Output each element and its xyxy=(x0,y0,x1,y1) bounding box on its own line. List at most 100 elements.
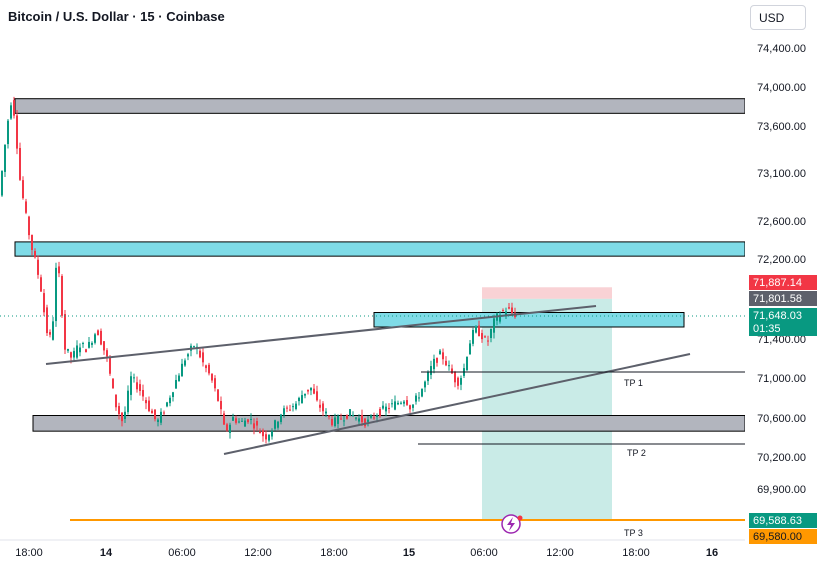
candle xyxy=(16,109,18,155)
candle xyxy=(262,428,264,442)
candle xyxy=(460,375,462,391)
candle-body xyxy=(130,376,132,395)
candle-body xyxy=(424,381,426,388)
candle-body xyxy=(343,420,345,422)
candle-body xyxy=(103,341,105,351)
candle xyxy=(490,328,492,343)
price-label-value: 69,580.00 xyxy=(753,531,802,543)
candle-body xyxy=(64,314,66,350)
candle xyxy=(109,355,111,376)
candle-body xyxy=(250,418,252,420)
candle-body xyxy=(475,326,477,333)
candle xyxy=(178,373,180,382)
candle-body xyxy=(151,410,153,414)
candle-body xyxy=(277,421,279,428)
candle xyxy=(190,343,192,357)
candle xyxy=(187,352,189,361)
candle xyxy=(253,418,255,435)
candle xyxy=(358,414,360,426)
candle-body xyxy=(199,350,201,358)
price-label-value: 69,588.63 xyxy=(753,515,802,527)
candle xyxy=(22,176,24,200)
candle-body xyxy=(172,392,174,398)
candle-body xyxy=(232,416,234,421)
price-tick-label: 74,400.00 xyxy=(757,43,806,55)
candle xyxy=(487,335,489,346)
price-tick-label: 70,200.00 xyxy=(757,452,806,464)
time-axis: 18:00 14 06:00 12:00 18:00 15 06:00 12:00 18:00 1… xyxy=(0,539,745,559)
candle xyxy=(25,198,27,215)
reward-box xyxy=(482,298,612,520)
candle-body xyxy=(370,415,372,418)
candle-body xyxy=(58,266,60,274)
candle-body xyxy=(88,341,90,348)
candle xyxy=(73,347,75,361)
candle-body xyxy=(295,403,297,410)
candle-body xyxy=(25,201,27,213)
candle-body xyxy=(184,360,186,366)
candle xyxy=(322,401,324,417)
candle xyxy=(229,422,231,439)
candle-body xyxy=(490,328,492,339)
candle xyxy=(241,417,243,422)
candle-body xyxy=(139,384,141,391)
candle-body xyxy=(337,415,339,424)
candle-body xyxy=(379,408,381,416)
candle-body xyxy=(109,356,111,374)
candle-body xyxy=(397,402,399,405)
candle-body xyxy=(154,409,156,420)
candle xyxy=(124,406,126,423)
candle xyxy=(367,416,369,427)
time-tick-label: 06:00 xyxy=(168,547,196,559)
candle-body xyxy=(319,404,321,408)
candle xyxy=(385,403,387,417)
candle-body xyxy=(262,430,264,437)
candle xyxy=(19,142,21,181)
candle-body xyxy=(148,400,150,412)
candle-body xyxy=(49,332,51,335)
price-label-bg xyxy=(749,291,817,306)
candle xyxy=(466,356,468,372)
price-tick-label: 73,600.00 xyxy=(757,121,806,133)
candle-body xyxy=(166,402,168,407)
candle-body xyxy=(145,400,147,404)
candle xyxy=(418,391,420,402)
candle xyxy=(145,397,147,410)
candle-body xyxy=(310,387,312,391)
candle xyxy=(139,379,141,396)
candle xyxy=(373,412,375,420)
candle xyxy=(175,374,177,390)
candle-body xyxy=(439,350,441,355)
candle xyxy=(106,348,108,362)
candle xyxy=(4,144,6,177)
candle xyxy=(259,428,261,434)
candle xyxy=(265,430,267,444)
candle-body xyxy=(403,401,405,404)
candle-body xyxy=(427,372,429,382)
candle-body xyxy=(238,421,240,423)
time-tick-label: 18:00 xyxy=(622,547,650,559)
candle xyxy=(127,385,129,415)
candle xyxy=(82,341,84,348)
candle xyxy=(169,395,171,407)
candle-body xyxy=(328,415,330,417)
candle xyxy=(346,414,348,420)
candle xyxy=(58,261,60,278)
candle xyxy=(34,248,36,259)
candle xyxy=(421,388,423,398)
candle xyxy=(250,413,252,425)
candle-body xyxy=(511,307,513,314)
candle-body xyxy=(55,267,57,322)
time-tick-label: 15 xyxy=(403,547,415,559)
candle xyxy=(37,255,39,279)
candle xyxy=(403,399,405,407)
time-tick-label: 16 xyxy=(706,547,718,559)
candle-body xyxy=(16,115,18,149)
candle xyxy=(301,390,303,404)
candle-body xyxy=(133,377,135,379)
lower-trendline xyxy=(223,353,691,455)
currency-button[interactable]: USD xyxy=(750,5,806,30)
candle-body xyxy=(304,393,306,396)
